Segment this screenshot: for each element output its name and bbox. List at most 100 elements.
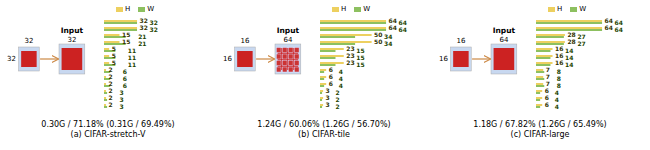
svg-text:28: 28 [567,31,575,38]
svg-text:4: 4 [555,89,559,96]
svg-text:32: 32 [7,55,16,63]
svg-text:21: 21 [138,40,146,47]
svg-text:2: 2 [109,94,113,101]
svg-text:5: 5 [112,59,116,66]
svg-text:64: 64 [499,36,508,44]
svg-text:3: 3 [326,101,330,108]
svg-text:32: 32 [150,26,158,33]
svg-text:27: 27 [577,33,585,40]
html-text:(a) CIFAR-stretch-V: (a) CIFAR-stretch-V [70,130,146,139]
svg-text:32: 32 [24,37,33,45]
svg-text:32: 32 [140,17,148,24]
html-text:1.18G / 67.82% (1.26G / 65.49%: 1.18G / 67.82% (1.26G / 65.49%) [473,120,607,129]
svg-text:34: 34 [384,40,392,47]
svg-text:6: 6 [545,87,549,94]
svg-text:6: 6 [123,82,127,89]
svg-text:3: 3 [120,89,124,96]
svg-text:7: 7 [546,80,550,87]
svg-text:23: 23 [346,45,354,52]
svg-text:6: 6 [329,73,333,80]
svg-text:3: 3 [326,94,330,101]
svg-text:4: 4 [339,82,343,89]
svg-text:34: 34 [384,33,392,40]
html-text:(c) CIFAR-large: (c) CIFAR-large [510,130,570,139]
svg-text:5: 5 [112,52,116,59]
svg-text:11: 11 [128,54,136,61]
svg-text:16: 16 [240,37,249,45]
svg-text:64: 64 [399,26,407,33]
svg-text:Input: Input [61,26,84,35]
svg-text:2: 2 [336,103,340,110]
svg-text:11: 11 [128,47,136,54]
svg-text:16: 16 [439,55,448,63]
svg-text:28: 28 [567,38,575,45]
svg-text:4: 4 [339,75,343,82]
svg-text:64: 64 [389,17,397,24]
svg-text:15: 15 [356,54,364,61]
svg-text:16: 16 [456,37,465,45]
svg-text:2: 2 [109,66,113,73]
svg-text:15: 15 [356,61,364,68]
svg-text:4: 4 [339,68,343,75]
svg-text:8: 8 [557,68,561,75]
svg-text:15: 15 [356,47,364,54]
svg-text:16: 16 [555,45,563,52]
svg-text:64: 64 [615,26,623,33]
svg-text:11: 11 [128,61,136,68]
svg-text:6: 6 [329,66,333,73]
svg-text:8: 8 [557,82,561,89]
svg-text:7: 7 [546,66,550,73]
html-text:W: W [363,5,371,13]
svg-text:14: 14 [565,61,573,68]
html-text:1.24G / 60.06% (1.26G / 56.70%: 1.24G / 60.06% (1.26G / 56.70%) [257,120,391,129]
svg-text:64: 64 [615,19,623,26]
svg-text:3: 3 [120,103,124,110]
svg-text:21: 21 [138,33,146,40]
svg-text:32: 32 [140,24,148,31]
svg-text:14: 14 [565,47,573,54]
svg-text:23: 23 [346,52,354,59]
svg-text:27: 27 [577,40,585,47]
svg-text:15: 15 [122,31,130,38]
svg-text:2: 2 [109,101,113,108]
svg-text:2: 2 [336,89,340,96]
svg-text:14: 14 [565,54,573,61]
svg-text:64: 64 [283,36,292,44]
svg-text:23: 23 [346,59,354,66]
svg-text:6: 6 [545,94,549,101]
svg-text:8: 8 [557,75,561,82]
svg-text:64: 64 [399,19,407,26]
html-text:W: W [579,5,587,13]
svg-text:16: 16 [555,52,563,59]
svg-text:Input: Input [493,26,516,35]
svg-text:2: 2 [109,87,113,94]
svg-text:50: 50 [374,38,382,45]
html-text:(b) CIFAR-tile: (b) CIFAR-tile [298,130,350,139]
svg-text:2: 2 [109,73,113,80]
svg-text:64: 64 [605,24,613,31]
svg-text:4: 4 [555,103,559,110]
svg-text:32: 32 [67,36,76,44]
svg-text:2: 2 [109,80,113,87]
svg-text:5: 5 [112,45,116,52]
svg-text:4: 4 [555,96,559,103]
svg-text:64: 64 [389,24,397,31]
svg-text:3: 3 [120,96,124,103]
svg-text:6: 6 [545,101,549,108]
svg-text:32: 32 [150,19,158,26]
svg-text:6: 6 [329,80,333,87]
html-text:W: W [147,5,155,13]
svg-text:16: 16 [223,55,232,63]
html-text:H: H [125,5,131,13]
svg-text:Input: Input [277,26,300,35]
svg-text:3: 3 [326,87,330,94]
svg-text:15: 15 [122,38,130,45]
svg-text:7: 7 [546,73,550,80]
svg-text:16: 16 [555,59,563,66]
svg-text:2: 2 [336,96,340,103]
svg-text:50: 50 [374,31,382,38]
svg-text:6: 6 [123,75,127,82]
html-text:0.30G / 71.18% (0.31G / 69.49%: 0.30G / 71.18% (0.31G / 69.49%) [41,120,175,129]
svg-text:64: 64 [605,17,613,24]
svg-text:6: 6 [123,68,127,75]
